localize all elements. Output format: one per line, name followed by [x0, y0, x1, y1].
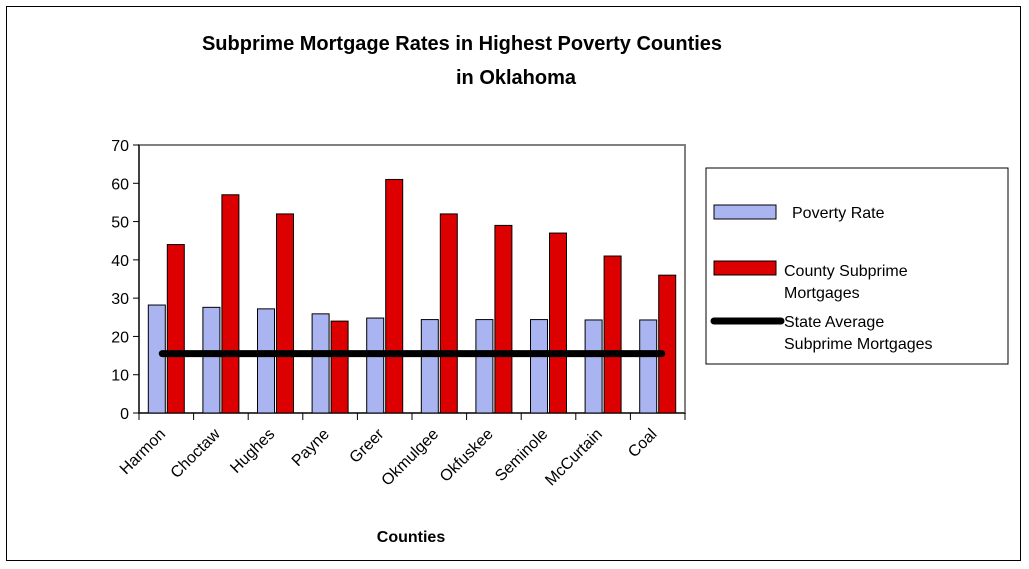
bar-county-subprime	[549, 232, 567, 414]
bar-poverty-rate	[639, 319, 658, 414]
legend: Poverty Rate County Subprime Mortgages S…	[705, 167, 1009, 365]
bar-poverty-rate	[530, 319, 548, 414]
x-tick-label: Harmon	[117, 426, 169, 478]
legend-label-county-subprime-line2: Mortgages	[784, 285, 860, 302]
y-tick-label: 70	[111, 138, 129, 155]
x-tick-label: Coal	[625, 426, 660, 461]
bar-poverty-rate	[147, 304, 166, 414]
legend-label-state-average-line1: State Average	[784, 314, 884, 331]
bar-poverty-rate	[257, 308, 275, 414]
legend-label-poverty-rate: Poverty Rate	[792, 205, 885, 222]
y-tick-label: 60	[111, 176, 129, 193]
x-tick-label: McCurtain	[542, 426, 606, 490]
chart-title-line2: in Oklahoma	[456, 67, 577, 89]
legend-swatch-poverty-rate	[713, 204, 777, 220]
y-tick-label: 0	[120, 406, 129, 423]
bar-county-subprime	[658, 274, 677, 414]
legend-label-state-average-line2: Subprime Mortgages	[784, 336, 933, 353]
legend-swatch-county-subprime	[713, 260, 777, 276]
bar-county-subprime	[439, 213, 458, 414]
x-tick-label: Choctaw	[168, 425, 224, 481]
bar-poverty-rate	[584, 319, 603, 414]
y-tick-label: 10	[111, 368, 129, 385]
bar-poverty-rate	[202, 306, 221, 414]
chart-title-line1: Subprime Mortgage Rates in Highest Pover…	[202, 33, 722, 55]
bar-county-subprime	[166, 244, 185, 414]
bar-county-subprime	[276, 213, 294, 414]
bar-poverty-rate	[311, 313, 330, 414]
x-tick-label: Okmulgee	[379, 426, 443, 490]
bar-poverty-rate	[475, 319, 494, 414]
bars-group	[147, 178, 677, 414]
y-axis: 0 10 20 30 40 50 60 70	[111, 138, 140, 423]
plot-area	[138, 144, 686, 414]
x-axis-title: Counties	[377, 529, 446, 546]
bar-poverty-rate	[420, 319, 439, 414]
bar-poverty-rate	[366, 317, 385, 414]
x-tick-label: Hughes	[227, 426, 278, 477]
bar-county-subprime	[603, 255, 622, 414]
y-tick-label: 40	[111, 253, 129, 270]
y-tick-label: 20	[111, 329, 129, 346]
x-tick-label: Payne	[289, 426, 333, 470]
x-tick-label: Okfuskee	[437, 426, 497, 486]
bar-county-subprime	[221, 194, 240, 414]
bar-county-subprime	[385, 178, 404, 414]
y-tick-label: 30	[111, 291, 129, 308]
bar-county-subprime	[494, 224, 513, 414]
bar-county-subprime	[330, 320, 349, 414]
legend-label-county-subprime-line1: County Subprime	[784, 263, 908, 280]
x-tick-label: Greer	[347, 425, 388, 466]
y-tick-label: 50	[111, 215, 129, 232]
